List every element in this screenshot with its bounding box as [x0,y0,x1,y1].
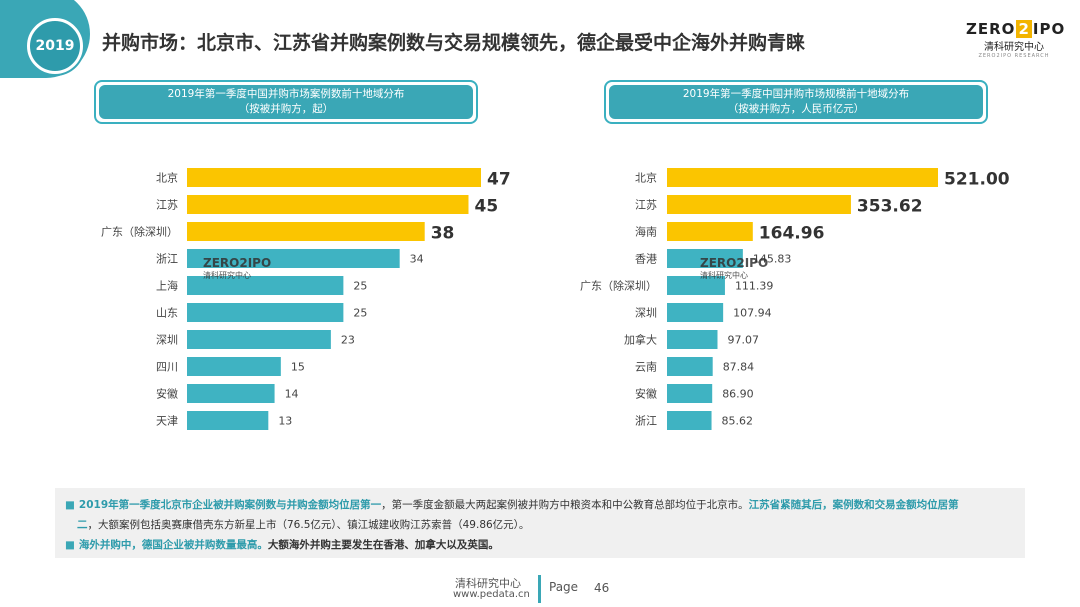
left-chart-bar [187,303,344,322]
right-chart-bar [667,303,724,322]
right-chart-value-label: 87.84 [723,361,755,374]
watermark-right: ZERO2IPO 清科研究中心 [700,256,769,280]
right-chart-value-label: 86.90 [722,388,754,401]
left-chart-category-label: 山东 [156,307,178,320]
left-chart-bar [187,249,400,268]
right-chart-value-label: 164.96 [759,224,825,244]
right-chart-value-label: 85.62 [722,415,754,428]
right-chart-title-box: 2019年第一季度中国并购市场规模前十地域分布 （按被并购方，人民币亿元） [604,80,988,124]
left-chart-category-label: 四川 [156,361,178,374]
right-chart-bar [667,276,725,295]
right-chart-category-label: 云南 [635,361,657,374]
left-chart-value-label: 25 [353,307,367,320]
left-chart-value-label: 34 [410,253,424,266]
watermark-left: ZERO2IPO 清科研究中心 [203,256,272,280]
left-chart-title-box: 2019年第一季度中国并购市场案例数前十地域分布 （按被并购方，起） [94,80,478,124]
left-chart-category-label: 深圳 [156,334,178,347]
right-chart-category-label: 安徽 [635,387,657,401]
left-chart-value-label: 38 [431,224,455,244]
right-chart-category-label: 海南 [635,225,657,239]
logo-tagline: ZERO2IPO RESEARCH [978,53,1050,59]
right-chart-value-label: 145.83 [753,253,792,266]
note-line-1: ■ 2019年第一季度北京市企业被并购案例数与并购金额均位居第一，第一季度金额最大… [65,499,959,511]
left-chart-value-label: 15 [291,361,305,374]
right-chart-bar [667,195,851,214]
left-chart-value-label: 14 [285,388,299,401]
left-chart-subtitle: （按被并购方，起） [238,103,334,115]
left-chart-category-label: 上海 [156,279,178,293]
right-chart-value-label: 521.00 [944,170,1010,190]
left-chart-bar [187,357,281,376]
left-chart-bar [187,168,481,187]
summary-notes: ■ 2019年第一季度北京市企业被并购案例数与并购金额均位居第一，第一季度金额最大… [55,488,1025,558]
right-chart-title: 2019年第一季度中国并购市场规模前十地域分布 [682,88,910,100]
right-chart-bar [667,411,712,430]
right-chart-category-label: 广东（除深圳） [580,279,657,293]
right-chart-category-label: 北京 [635,171,657,185]
right-chart-bar [667,168,938,187]
footer-page-number: 46 [594,581,610,595]
right-chart-bar [667,330,718,349]
right-chart-bar [667,357,713,376]
left-chart-category-label: 浙江 [156,253,178,266]
left-chart-category-label: 安徽 [156,387,178,401]
left-chart-bar [187,222,425,241]
footer-url: www.pedata.cn [453,589,530,600]
brand-logo: ZERO 2 IPO 清科研究中心 ZERO2IPO RESEARCH [966,20,1066,59]
right-chart-category-label: 香港 [635,253,657,266]
left-chart-title: 2019年第一季度中国并购市场案例数前十地域分布 [167,88,405,100]
right-chart-value-label: 111.39 [735,280,774,293]
right-chart-bar [667,384,713,403]
left-chart-value-label: 25 [353,280,367,293]
logo-wordmark: ZERO 2 IPO [966,20,1066,38]
right-chart-category-label: 加拿大 [624,333,657,347]
left-bar-chart: 北京 47 江苏 45 广东（除深圳） 38 浙江 34 上海 25 山东 25 深圳 23 四川 15 安徽 1… [101,168,511,430]
left-chart-value-label: 47 [487,170,511,190]
logo-subtitle: 清科研究中心 [984,42,1044,53]
left-chart-category-label: 广东（除深圳） [101,225,178,239]
note-line-3: ■ 海外并购中，德国企业被并购数量最高。大额海外并购主要发生在香港、加拿大以及英国… [65,539,499,551]
right-bar-chart: 北京 521.00 江苏 353.62 海南 164.96 香港 145.83 广东（除深圳） 1… [580,168,1010,430]
left-chart-value-label: 45 [474,197,498,217]
left-chart-category-label: 北京 [156,171,178,185]
year-badge: 2019 [27,18,83,74]
footer-divider [538,575,541,603]
right-chart-bar [667,222,753,241]
note-line-2: 二，大额案例包括奥赛康借壳东方新星上市（76.5亿元）、镇江城建收购江苏索普（4… [77,519,530,531]
left-chart-bar [187,195,469,214]
right-chart-value-label: 353.62 [857,197,923,217]
left-chart-value-label: 23 [341,334,355,347]
left-chart-category-label: 江苏 [156,199,178,212]
page-title: 并购市场：北京市、江苏省并购案例数与交易规模领先，德企最受中企海外并购青睐 [102,32,806,54]
footer-organization: 清科研究中心 [455,577,521,590]
right-chart-category-label: 深圳 [635,307,657,320]
left-chart-value-label: 13 [278,415,292,428]
left-chart-bar [187,330,331,349]
right-chart-value-label: 107.94 [733,307,772,320]
left-chart-bar [187,411,269,430]
footer-page-label: Page [549,580,579,594]
left-chart-bar [187,276,344,295]
right-chart-value-label: 97.07 [727,334,759,347]
right-chart-category-label: 浙江 [635,415,657,428]
right-chart-bar [667,249,743,268]
left-chart-bar [187,384,275,403]
left-chart-category-label: 天津 [156,415,178,428]
right-chart-subtitle: （按被并购方，人民币亿元） [727,103,865,115]
right-chart-category-label: 江苏 [635,199,657,212]
